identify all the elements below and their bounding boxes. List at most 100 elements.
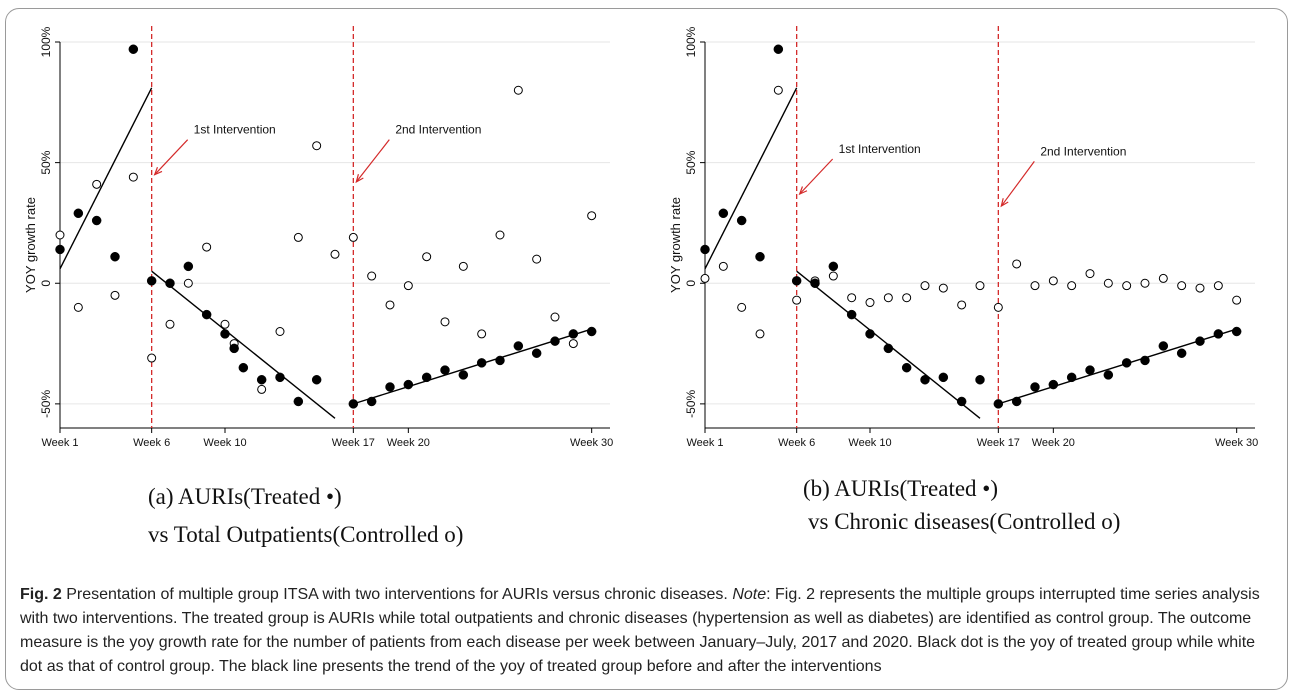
y-tick-label: -50%: [39, 390, 53, 418]
treated-point: [421, 372, 432, 383]
subtitle-a-line1: (a) AURIs(Treated •): [148, 484, 342, 509]
control-point: [938, 283, 948, 293]
treated-point: [476, 358, 487, 368]
x-tick-label: Week 17: [977, 437, 1020, 449]
intervention-arrow: [799, 158, 834, 195]
control-point: [513, 85, 523, 95]
intervention-arrow: [1000, 161, 1035, 207]
treated-point: [810, 278, 820, 288]
control-point: [385, 300, 395, 310]
control-point: [792, 295, 802, 305]
control-point: [568, 339, 578, 349]
treated-point: [110, 251, 120, 262]
treated-point: [865, 329, 875, 339]
intervention-label: 2nd Intervention: [395, 123, 481, 137]
y-axis-label: YOY growth rate: [668, 197, 683, 293]
control-point: [1140, 278, 1150, 288]
y-tick-label: 50%: [684, 150, 698, 174]
treated-point: [165, 278, 175, 288]
control-point: [828, 271, 838, 281]
control-point: [147, 353, 157, 363]
treated-point: [568, 329, 579, 339]
treated-point: [458, 370, 469, 380]
control-point: [458, 261, 468, 271]
treated-point: [846, 309, 857, 320]
treated-point: [403, 379, 414, 390]
intervention-arrowhead: [1000, 198, 1009, 208]
treated-point: [1213, 329, 1224, 339]
control-point: [330, 249, 340, 259]
treated-point: [55, 244, 65, 255]
control-point: [1048, 276, 1058, 286]
treated-point: [1195, 336, 1205, 346]
treated-point: [238, 362, 249, 373]
control-point: [312, 141, 322, 151]
control-point: [477, 329, 487, 339]
control-point: [73, 302, 83, 312]
control-point: [920, 281, 930, 291]
control-point: [718, 261, 728, 271]
treated-point: [700, 244, 710, 255]
intervention-arrow: [355, 139, 390, 183]
treated-point: [975, 375, 985, 385]
control-point: [1232, 295, 1242, 305]
x-tick-label: Week 30: [1215, 437, 1258, 449]
treated-point: [956, 396, 967, 407]
treated-point: [1103, 370, 1114, 380]
control-point: [883, 293, 893, 303]
treated-point: [201, 309, 212, 320]
chart-b: 100% 50% 0 -50% YOY growth rate Week 1 Week 6 W…: [668, 26, 1258, 449]
treated-point: [1121, 358, 1132, 368]
control-point: [700, 273, 710, 283]
treated-point: [293, 396, 304, 407]
x-tick-label: Week 17: [332, 437, 375, 449]
trend-line: [151, 270, 336, 419]
intervention-arrowhead: [798, 186, 808, 196]
control-point: [957, 300, 967, 310]
control-point: [1177, 281, 1187, 291]
control-point: [1012, 259, 1022, 269]
control-point: [202, 242, 212, 252]
x-tick-label: Week 1: [686, 437, 723, 449]
control-point: [403, 281, 413, 291]
y-tick-label: 0: [684, 280, 698, 287]
x-tick-label: Week 20: [387, 437, 430, 449]
control-point: [1122, 281, 1132, 291]
treated-point: [736, 215, 747, 226]
treated-point: [773, 44, 784, 54]
treated-point: [1048, 379, 1059, 390]
treated-point: [791, 276, 802, 286]
treated-point: [920, 375, 930, 385]
control-point: [975, 281, 985, 291]
control-point: [1030, 281, 1040, 291]
treated-point: [311, 375, 322, 385]
intervention-label: 1st Intervention: [194, 123, 276, 137]
control-point: [110, 290, 120, 300]
intervention-arrow: [154, 139, 189, 176]
intervention-arrowhead: [355, 174, 364, 184]
treated-point: [1011, 396, 1022, 407]
treated-point: [495, 355, 505, 366]
control-point: [293, 232, 303, 242]
treated-point: [91, 215, 102, 226]
treated-point: [1231, 326, 1242, 337]
treated-point: [73, 208, 84, 219]
treated-point: [366, 396, 377, 407]
figure-frame: [5, 8, 1288, 690]
treated-point: [229, 343, 239, 354]
treated-point: [385, 382, 395, 392]
x-tick-label: Week 6: [778, 437, 815, 449]
x-tick-label: Week 20: [1032, 437, 1075, 449]
subtitle-b-line2: vs Chronic diseases(Controlled o): [808, 509, 1121, 534]
y-tick-label: 0: [39, 280, 53, 287]
control-point: [1067, 281, 1077, 291]
y-tick-label: -50%: [684, 390, 698, 418]
treated-point: [1066, 372, 1077, 383]
control-point: [220, 319, 230, 329]
control-point: [440, 317, 450, 327]
control-point: [993, 302, 1003, 312]
treated-point: [1140, 355, 1150, 366]
treated-point: [1158, 341, 1169, 351]
control-point: [755, 329, 765, 339]
control-point: [367, 271, 377, 281]
